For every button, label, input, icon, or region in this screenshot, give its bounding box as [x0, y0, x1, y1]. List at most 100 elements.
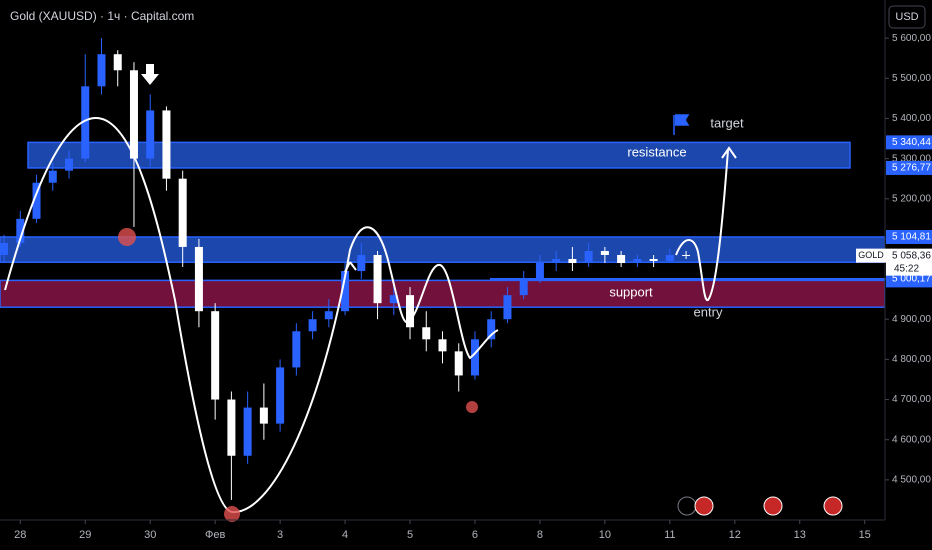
candle-body	[129, 70, 138, 159]
last-price-box	[886, 248, 932, 276]
x-tick-label: 8	[537, 529, 543, 541]
price-tag	[886, 135, 932, 150]
candle-body	[32, 182, 41, 219]
x-tick-label: 15	[859, 529, 871, 541]
candle-body	[178, 178, 187, 247]
axis-labels: 4 500,00 4 600,00 4 700,00 4 800,00 4 900,00…	[14, 33, 932, 541]
candle-body	[617, 254, 626, 264]
symbol-box	[856, 248, 886, 263]
candle-body	[568, 258, 577, 264]
candle-body	[665, 254, 674, 262]
candle-body	[470, 339, 479, 376]
candle-body	[584, 250, 593, 264]
candle-body	[97, 54, 106, 87]
y-tick-label: 5 400,00	[892, 113, 931, 124]
candle-body	[373, 254, 382, 304]
countdown: 45:22	[894, 263, 919, 274]
chart-title: Gold (XAUUSD) · 1ч · Capital.com	[10, 9, 194, 23]
candle-body	[227, 399, 236, 456]
candles	[0, 38, 691, 500]
x-tick-label: 3	[277, 529, 283, 541]
annotation: target	[710, 115, 744, 130]
arrow	[721, 146, 737, 159]
zone-label: resistance	[627, 144, 686, 159]
currency[interactable]: USD	[895, 11, 918, 23]
x-tick-label: 28	[14, 529, 26, 541]
candle-body	[146, 110, 155, 159]
candle-body	[422, 327, 431, 340]
price-tag	[886, 160, 932, 175]
marker	[466, 401, 478, 413]
down-arrow-icon	[141, 64, 159, 85]
flag-icon	[673, 114, 690, 135]
x-tick-label: 11	[664, 529, 675, 541]
candle-body	[649, 258, 658, 262]
y-tick-label: 5 500,00	[892, 73, 931, 84]
candle-body	[292, 331, 301, 368]
event-icon[interactable]	[763, 496, 783, 516]
candle-body	[682, 254, 691, 256]
marker	[224, 506, 240, 522]
price-tag-label: 5 276,77	[892, 163, 931, 174]
price-tag	[886, 229, 932, 244]
y-tick-label: 4 500,00	[892, 474, 931, 485]
y-tick-label: 5 600,00	[892, 33, 931, 44]
candle-body	[113, 54, 122, 71]
candle-body	[308, 319, 317, 332]
symbol-label: GOLD	[858, 250, 884, 260]
candle-body	[211, 311, 220, 400]
zone-label: support	[609, 284, 653, 299]
candle-body	[194, 246, 203, 312]
currency-button[interactable]	[888, 5, 926, 29]
candle-body	[0, 242, 9, 255]
price-tag-label: 5 104,81	[892, 232, 931, 243]
candle-body	[65, 158, 74, 171]
event-icon[interactable]	[823, 496, 843, 516]
marker	[118, 228, 136, 246]
annotation: entry	[694, 304, 723, 319]
last-price-label: 5 058,36	[892, 250, 931, 261]
candle-body	[633, 258, 642, 264]
zone	[0, 236, 886, 263]
candle-body	[552, 258, 561, 264]
y-tick-label: 4 600,00	[892, 434, 931, 445]
zones: resistance support	[0, 141, 886, 308]
arrow	[344, 261, 357, 273]
y-tick-label: 4 800,00	[892, 354, 931, 365]
candle-body	[535, 263, 544, 280]
candle-body	[48, 170, 57, 183]
candle-body	[487, 319, 496, 340]
candle-body	[503, 295, 512, 320]
candle-body	[16, 218, 25, 243]
y-tick-label: 4 700,00	[892, 394, 931, 405]
candle-body	[259, 407, 268, 424]
candle-body	[162, 110, 171, 179]
candle-body	[389, 295, 398, 304]
drawn-path	[675, 149, 729, 302]
y-tick-label: 5 200,00	[892, 193, 931, 204]
candle-body	[519, 279, 528, 296]
price-tag-label: 5 340,44	[892, 137, 931, 148]
candle-body	[454, 351, 463, 376]
x-tick-label: 30	[144, 529, 156, 541]
candle-body	[438, 339, 447, 352]
x-tick-label: 5	[407, 529, 413, 541]
candle-body	[341, 271, 350, 312]
event-icon[interactable]	[694, 496, 714, 516]
candle-body	[357, 254, 366, 272]
x-tick-label: 13	[794, 529, 806, 541]
y-tick-label: 5 300,00	[892, 153, 931, 164]
drawn-path	[4, 116, 499, 514]
y-tick-label: 4 900,00	[892, 314, 931, 325]
x-tick-label: 6	[472, 529, 478, 541]
candle-body	[406, 295, 415, 328]
x-tick-label: 29	[79, 529, 91, 541]
x-tick-label: Фев	[205, 529, 225, 541]
x-tick-label: 12	[729, 529, 741, 541]
candle-body	[276, 367, 285, 424]
x-tick-label: 10	[599, 529, 611, 541]
zone	[0, 279, 886, 308]
price-tag-label: 5 000,17	[892, 274, 931, 285]
